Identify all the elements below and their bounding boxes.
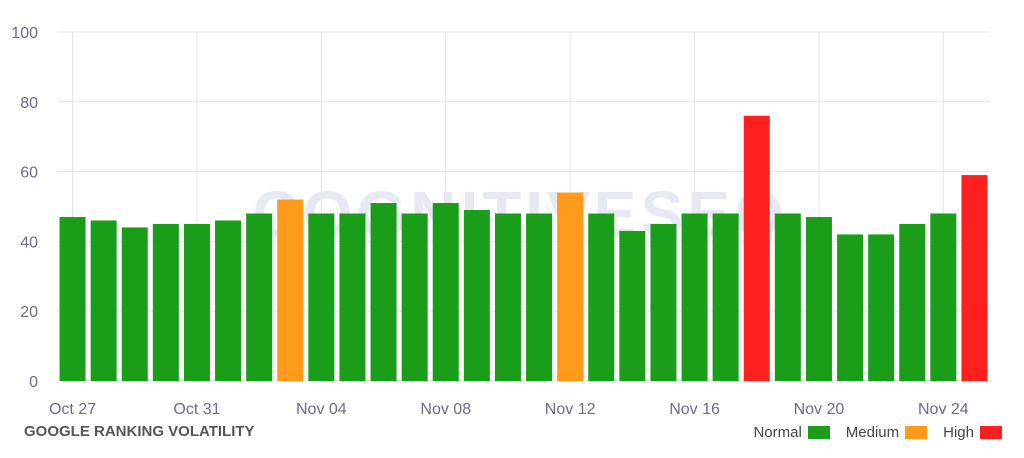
bar[interactable] (557, 192, 584, 381)
bar[interactable] (90, 220, 117, 381)
chart-title: GOOGLE RANKING VOLATILITY (24, 423, 255, 440)
bar[interactable] (868, 234, 895, 381)
x-tick-label: Nov 16 (669, 401, 720, 418)
y-tick-label: 0 (29, 374, 38, 391)
bar[interactable] (339, 213, 366, 381)
bar[interactable] (774, 213, 801, 381)
bar[interactable] (215, 220, 242, 381)
bar[interactable] (494, 213, 521, 381)
y-tick-label: 80 (20, 95, 38, 112)
legend-item-normal[interactable]: Normal (753, 424, 830, 441)
bar[interactable] (370, 203, 397, 381)
bar[interactable] (650, 223, 677, 381)
x-tick-label: Nov 12 (545, 401, 596, 418)
bar[interactable] (805, 216, 832, 381)
bar[interactable] (277, 199, 304, 381)
bar[interactable] (681, 213, 708, 381)
y-tick-label: 20 (20, 304, 38, 321)
bar[interactable] (588, 213, 615, 381)
legend: Normal Medium High (737, 424, 1002, 441)
bar[interactable] (712, 213, 739, 381)
legend-label: Medium (845, 424, 900, 441)
bar[interactable] (432, 203, 459, 381)
bar[interactable] (961, 175, 988, 381)
y-tick-label: 60 (20, 165, 38, 182)
bar[interactable] (59, 216, 86, 381)
legend-swatch (980, 426, 1002, 439)
bar[interactable] (246, 213, 273, 381)
bar[interactable] (526, 213, 553, 381)
bar[interactable] (837, 234, 864, 381)
bar[interactable] (743, 115, 770, 381)
x-tick-label: Nov 20 (794, 401, 845, 418)
x-tick-label: Oct 27 (49, 401, 96, 418)
y-tick-label: 100 (11, 25, 38, 42)
legend-item-high[interactable]: High (943, 424, 1002, 441)
bar[interactable] (401, 213, 428, 381)
bar[interactable] (619, 230, 646, 381)
bar[interactable] (152, 223, 179, 381)
bar[interactable] (463, 209, 490, 381)
legend-swatch (807, 426, 830, 439)
bar[interactable] (183, 223, 210, 381)
legend-swatch (905, 426, 928, 439)
bar[interactable] (899, 223, 926, 381)
x-tick-label: Oct 31 (173, 401, 220, 418)
x-tick-label: Nov 08 (420, 401, 471, 418)
bar[interactable] (121, 227, 148, 381)
bar[interactable] (308, 213, 335, 381)
legend-item-medium[interactable]: Medium (845, 424, 928, 441)
x-tick-label: Nov 04 (296, 401, 347, 418)
legend-label: High (943, 424, 974, 441)
legend-label: Normal (753, 424, 802, 441)
x-tick-label: Nov 24 (918, 401, 969, 418)
y-tick-label: 40 (20, 234, 38, 251)
bar[interactable] (930, 213, 957, 381)
